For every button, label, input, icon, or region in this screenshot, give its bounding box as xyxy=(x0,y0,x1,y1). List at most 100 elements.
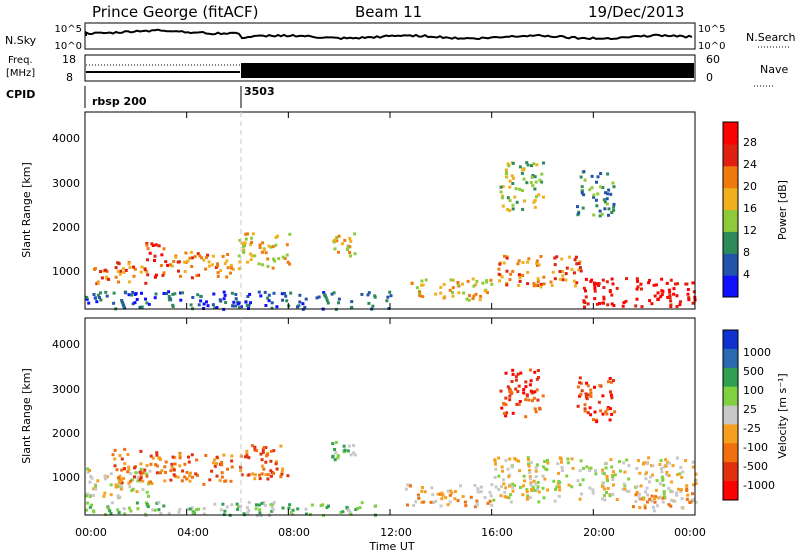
velocity-echo-cell xyxy=(510,380,514,383)
velocity-echo-cell xyxy=(494,485,498,489)
velocity-echo-cell xyxy=(226,467,229,471)
power-echo-cell xyxy=(612,304,616,307)
velocity-echo-cell xyxy=(643,504,647,508)
velocity-echo-cell xyxy=(129,509,133,513)
power-echo-cell xyxy=(134,292,138,295)
power-echo-cell xyxy=(93,267,96,271)
power-echo-cell xyxy=(114,275,118,279)
power-echo-cell xyxy=(542,161,545,165)
beam-title: Beam 11 xyxy=(355,3,422,21)
power-echo-cell xyxy=(514,187,518,191)
velocity-echo-cell xyxy=(664,458,668,462)
velocity-echo-cell xyxy=(584,395,588,399)
power-echo-cell xyxy=(542,275,546,279)
power-echo-cell xyxy=(373,295,377,299)
velocity-echo-cell xyxy=(586,384,590,388)
power-echo-cell xyxy=(532,282,536,286)
velocity-echo-cell xyxy=(88,480,92,484)
velocity-echo-cell xyxy=(528,383,532,387)
velocity-echo-cell xyxy=(500,406,504,410)
power-echo-cell xyxy=(612,208,616,212)
power-echo-cell xyxy=(451,291,455,294)
power-echo-cell xyxy=(511,269,515,273)
power-echo-cell xyxy=(497,272,501,276)
power-echo-cell xyxy=(506,162,510,166)
power-echo-cell xyxy=(669,299,673,303)
power-echo-cell xyxy=(531,174,535,177)
power-echo-cell xyxy=(286,260,290,264)
power-echo-cell xyxy=(542,195,545,199)
power-echo-cell xyxy=(188,256,192,260)
power-echo-cell xyxy=(96,293,100,297)
power-echo-cell xyxy=(117,262,121,266)
power-echo-cell xyxy=(465,297,469,301)
power-echo-cell xyxy=(678,303,682,307)
power-echo-cell xyxy=(553,277,557,281)
power-echo-cell xyxy=(253,254,257,258)
velocity-echo-cell xyxy=(608,418,612,422)
velocity-ytick-1000: 1000 xyxy=(52,471,80,484)
power-echo-cell xyxy=(526,270,530,274)
velocity-echo-cell xyxy=(281,506,285,510)
velocity-echo-cell xyxy=(260,464,264,468)
power-echo-cell xyxy=(599,185,603,189)
velocity-echo-cell xyxy=(669,504,673,508)
power-echo-cell xyxy=(179,274,182,278)
power-echo-cell xyxy=(471,297,475,301)
velocity-echo-cell xyxy=(271,503,275,506)
power-echo-cell xyxy=(598,214,602,218)
nsearch-label: N.Search xyxy=(746,31,796,44)
power-echo-cell xyxy=(289,291,293,295)
power-cbar-tick-12: 12 xyxy=(743,224,757,237)
velocity-echo-cell xyxy=(576,404,580,408)
power-echo-cell xyxy=(244,300,248,304)
power-echo-cell xyxy=(112,291,116,295)
power-echo-cell xyxy=(468,294,471,298)
velocity-echo-cell xyxy=(537,490,541,494)
velocity-echo-cell xyxy=(641,462,645,466)
velocity-echo-cell xyxy=(531,390,535,394)
power-echo-cell xyxy=(511,207,515,211)
power-echo-cell xyxy=(511,182,515,185)
velocity-echo-cell xyxy=(191,509,195,513)
power-echo-cell xyxy=(612,185,616,189)
power-echo-cell xyxy=(239,305,243,309)
power-echo-cell xyxy=(579,175,583,179)
velocity-echo-cell xyxy=(96,479,100,483)
velocity-echo-cell xyxy=(126,453,130,456)
power-echo-cell xyxy=(523,199,526,203)
velocity-echo-cell xyxy=(597,400,601,404)
velocity-echo-cell xyxy=(601,468,605,472)
velocity-echo-cell xyxy=(257,503,261,507)
velocity-echo-cell xyxy=(488,490,492,494)
velocity-echo-cell xyxy=(508,398,512,402)
power-echo-cell xyxy=(132,274,136,278)
velocity-colorbar-swatch xyxy=(723,348,738,369)
power-echo-cell xyxy=(280,292,284,296)
velocity-echo-cell xyxy=(685,489,689,492)
velocity-echo-cell xyxy=(527,462,531,466)
power-echo-cell xyxy=(333,238,337,242)
velocity-echo-cell xyxy=(497,488,501,491)
cpid-row: CPID rbsp 200 3503 xyxy=(6,85,275,108)
velocity-echo-cell xyxy=(247,509,251,512)
power-echo-cell xyxy=(191,296,195,299)
velocity-echo-cell xyxy=(406,503,409,507)
power-echo-cell xyxy=(243,244,247,247)
power-echo-cell xyxy=(605,197,609,201)
power-echo-cell xyxy=(144,297,147,301)
power-echo-cell xyxy=(675,305,679,308)
velocity-echo-cell xyxy=(502,401,506,405)
velocity-echo-cell xyxy=(662,465,666,469)
power-echo-cell xyxy=(584,295,588,299)
velocity-echo-cell xyxy=(258,511,262,515)
velocity-echo-cell xyxy=(109,511,113,515)
power-echo-cell xyxy=(506,208,510,211)
power-echo-cell xyxy=(197,273,201,277)
velocity-echo-cell xyxy=(86,501,90,505)
velocity-echo-cell xyxy=(476,487,480,491)
power-echo-cell xyxy=(271,245,275,249)
velocity-echo-cell xyxy=(157,508,161,512)
power-echo-cell xyxy=(668,296,672,300)
velocity-echo-cell xyxy=(187,460,191,464)
